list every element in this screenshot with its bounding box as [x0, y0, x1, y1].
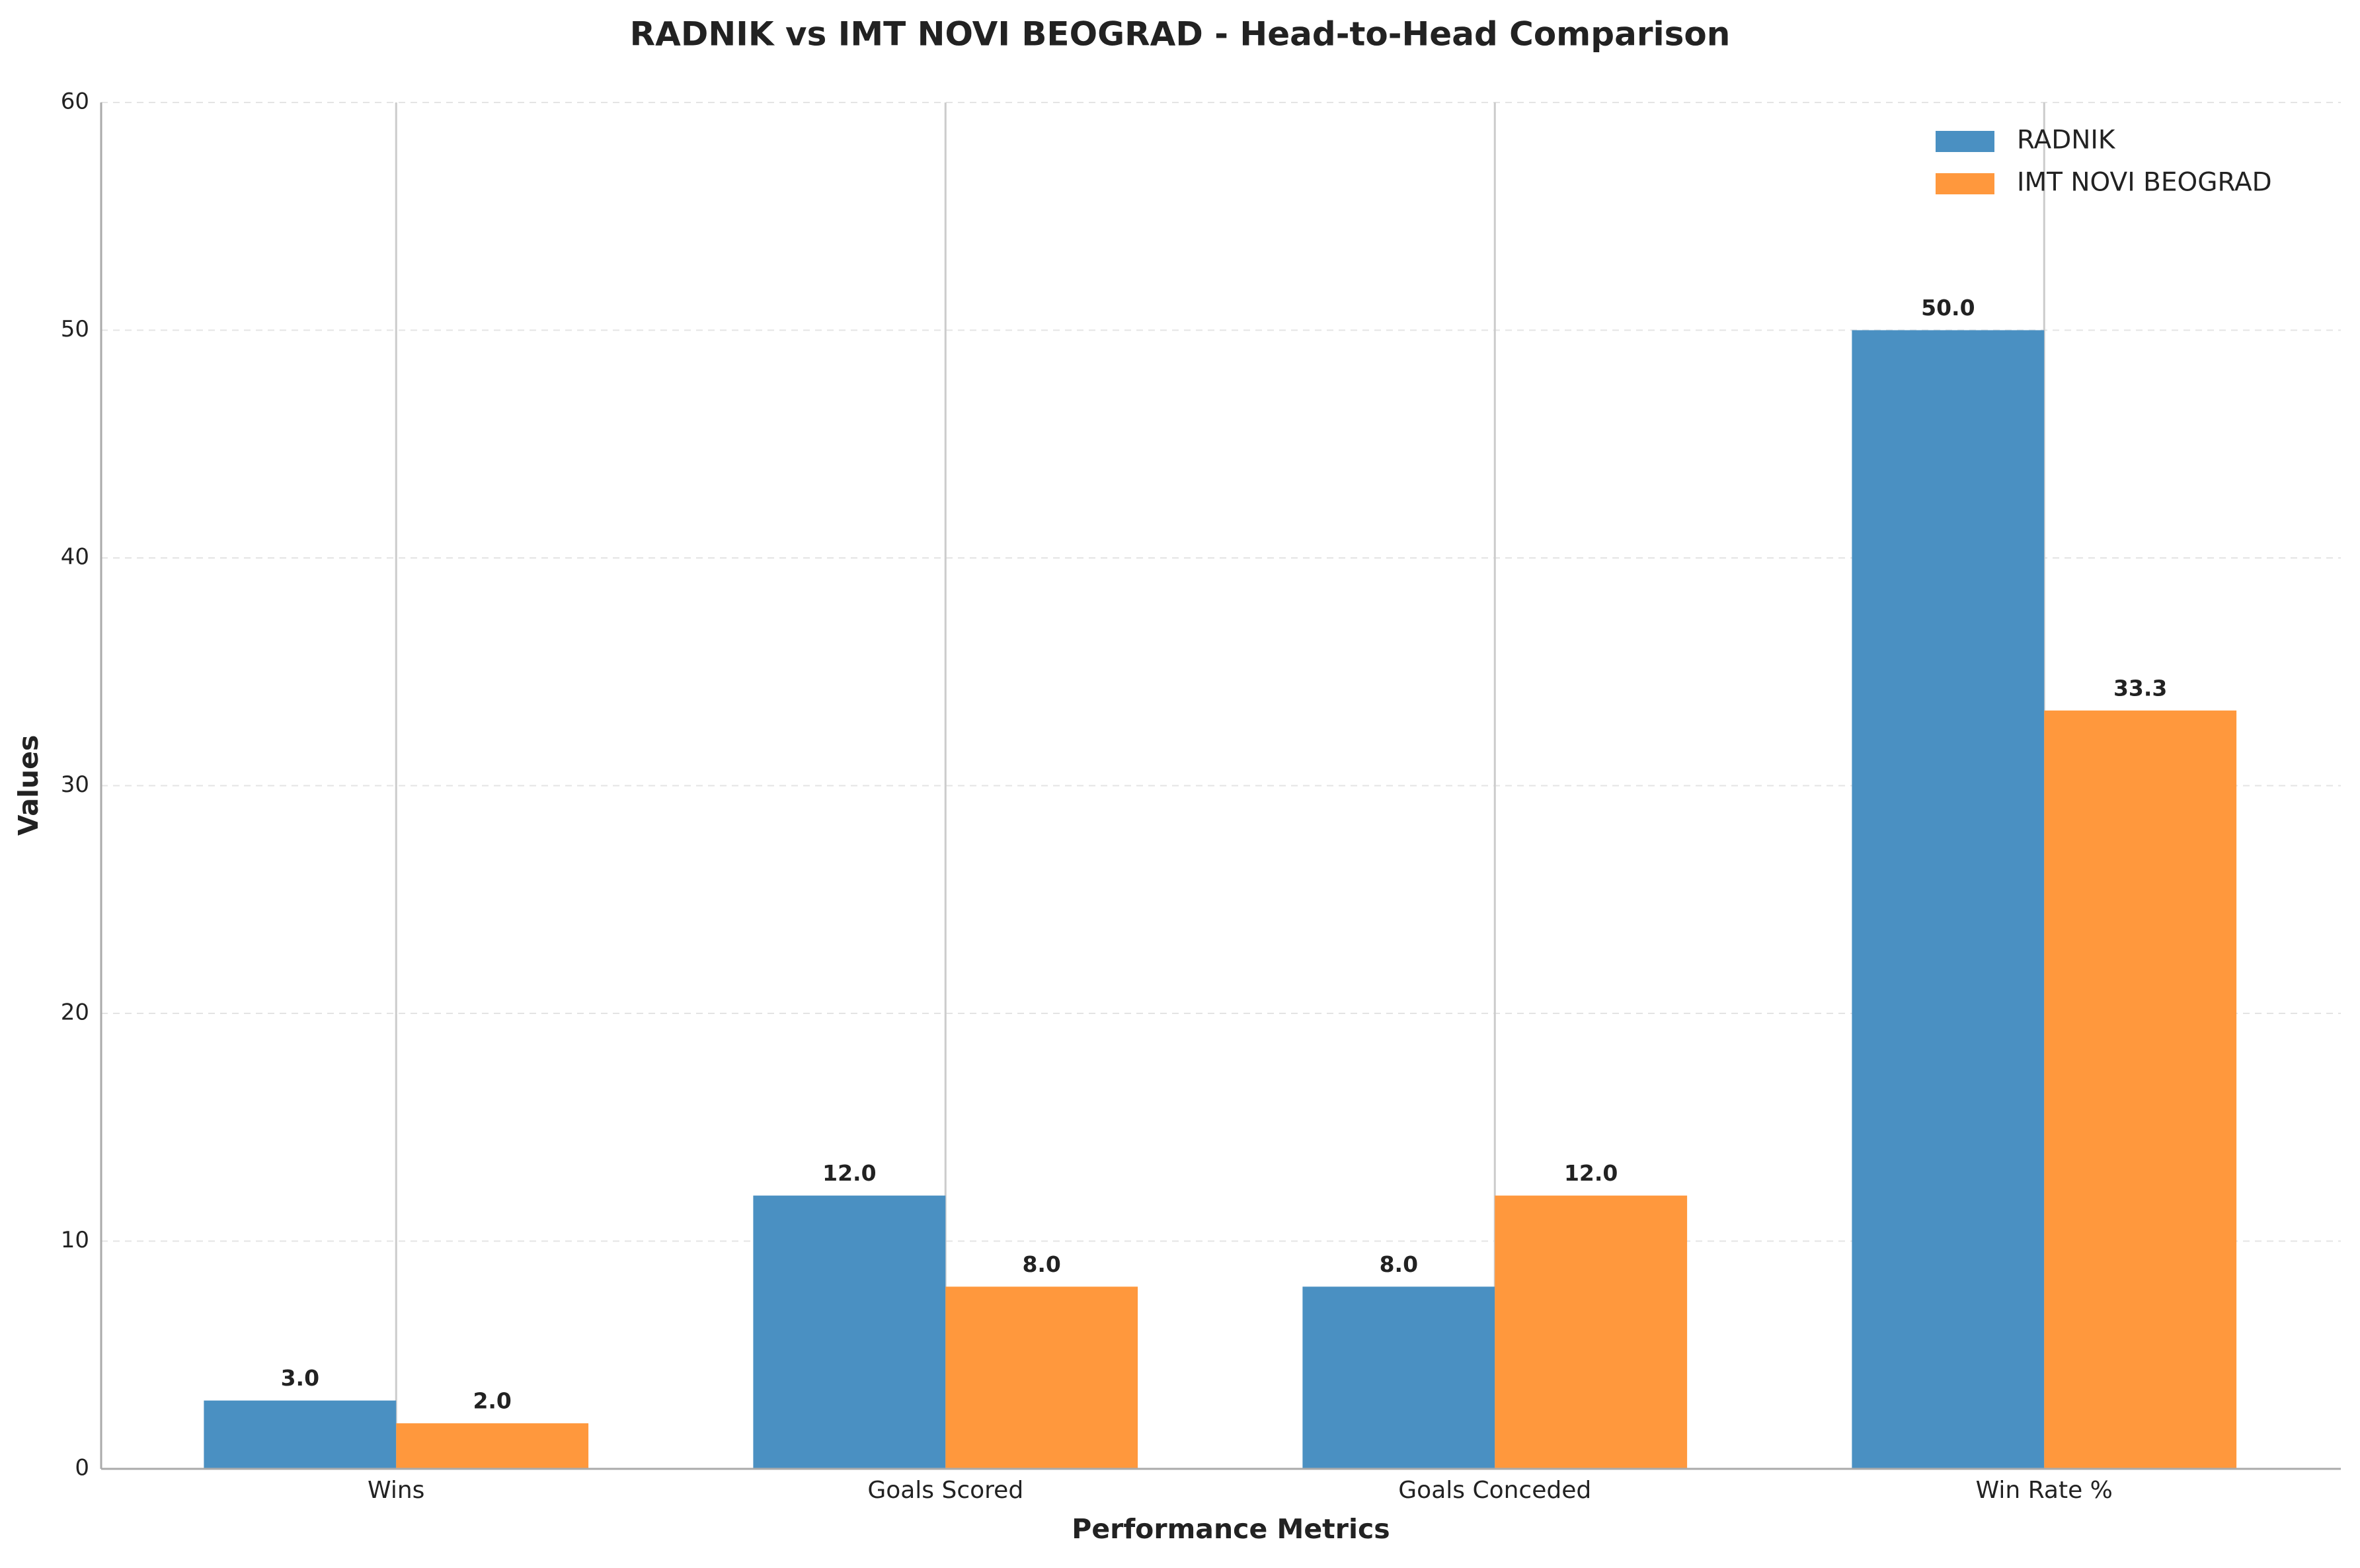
bar: [1302, 1286, 1495, 1469]
bar: [204, 1400, 397, 1469]
x-tick-label: Goals Scored: [867, 1477, 1023, 1504]
legend-swatch: [1936, 173, 1994, 194]
data-label: 2.0: [473, 1388, 511, 1414]
bar: [2044, 710, 2237, 1469]
bar: [945, 1286, 1138, 1469]
data-label: 12.0: [1564, 1160, 1618, 1186]
data-label: 8.0: [1380, 1251, 1418, 1277]
y-tick-label: 60: [61, 89, 89, 115]
x-tick-label: Goals Conceded: [1398, 1477, 1591, 1504]
x-tick-label: Win Rate %: [1976, 1477, 2113, 1504]
x-axis-label: Performance Metrics: [1072, 1513, 1390, 1545]
legend-label: RADNIK: [2017, 126, 2116, 155]
y-tick-label: 20: [61, 1000, 89, 1026]
bar: [1495, 1195, 1688, 1469]
bar: [1852, 330, 2045, 1469]
y-axis-label: Values: [13, 735, 44, 836]
y-tick-label: 50: [61, 316, 89, 342]
data-label: 12.0: [822, 1160, 876, 1186]
data-label: 3.0: [281, 1365, 319, 1391]
x-tick-label: Wins: [368, 1477, 424, 1504]
y-tick-label: 0: [75, 1455, 89, 1481]
bar: [753, 1195, 946, 1469]
y-tick-label: 30: [61, 771, 89, 798]
y-tick-label: 40: [61, 544, 89, 570]
legend-swatch: [1936, 131, 1994, 152]
data-label: 8.0: [1022, 1251, 1060, 1277]
legend-label: IMT NOVI BEOGRAD: [2017, 168, 2272, 198]
bar: [396, 1423, 589, 1469]
data-label: 33.3: [2113, 675, 2167, 701]
data-label: 50.0: [1921, 295, 1975, 321]
chart-title: RADNIK vs IMT NOVI BEOGRAD - Head-to-Hea…: [630, 15, 1731, 54]
y-tick-label: 10: [61, 1227, 89, 1253]
